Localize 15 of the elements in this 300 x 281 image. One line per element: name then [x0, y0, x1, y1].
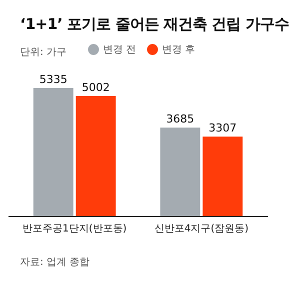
chart-subtitle: 단위: 가구: [20, 46, 67, 59]
data-label: 3685: [166, 112, 194, 126]
x-tick-label: 반포주공1단지(반포동): [22, 224, 127, 234]
bar: [76, 96, 116, 216]
legend-label: 변경 전: [103, 44, 136, 56]
bar: [33, 88, 74, 216]
legend-label: 변경 후: [162, 44, 196, 56]
text: 자료: 업계 종합: [20, 256, 90, 269]
bar: [202, 136, 243, 216]
data-label: 3307: [208, 122, 237, 135]
bar: [160, 128, 200, 216]
data-label: 5335: [39, 73, 68, 86]
chart-title: ‘1+1’ 포기로 줄어든 재건축 건립 가구수: [20, 15, 289, 34]
data-label: 5002: [82, 80, 110, 94]
x-tick-label: 신반포4지구(잠원동): [154, 224, 249, 234]
